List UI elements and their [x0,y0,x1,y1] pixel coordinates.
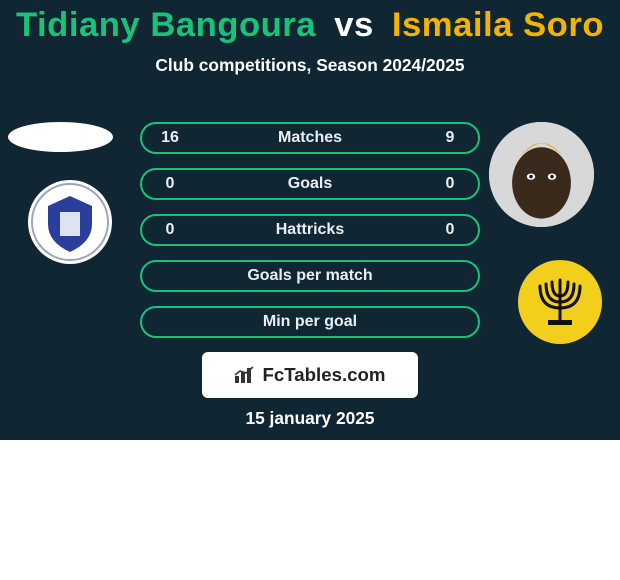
stat-left-value: 16 [156,129,184,147]
stat-left-value: 0 [156,221,184,239]
stat-row-matches: 16 Matches 9 [140,122,480,154]
stat-row-min-per-goal: Min per goal [140,306,480,338]
stat-label: Hattricks [276,221,344,239]
bar-chart-icon [234,366,256,384]
stat-right-value: 9 [436,129,464,147]
stat-label: Goals [288,175,332,193]
stat-left-value: 0 [156,175,184,193]
player-b-face-icon [489,122,594,227]
stat-label: Matches [278,129,342,147]
stat-right-value: 0 [436,221,464,239]
comparison-date: 15 january 2025 [0,408,620,429]
page-title: Tidiany Bangoura vs Ismaila Soro [0,0,620,45]
vs-separator: vs [334,6,374,44]
player-b-avatar [489,122,594,227]
branding-text: FcTables.com [262,364,385,386]
stat-row-goals: 0 Goals 0 [140,168,480,200]
menorah-icon [520,262,600,342]
player-b-club-badge [518,260,602,344]
shield-icon [30,182,110,262]
stat-right-value: 0 [436,175,464,193]
stat-row-goals-per-match: Goals per match [140,260,480,292]
player-a-club-badge [28,180,112,264]
player-a-avatar [8,122,113,152]
branding-badge: FcTables.com [202,352,418,398]
subtitle: Club competitions, Season 2024/2025 [0,55,620,76]
comparison-card: Tidiany Bangoura vs Ismaila Soro Club co… [0,0,620,440]
stat-row-hattricks: 0 Hattricks 0 [140,214,480,246]
stats-table: 16 Matches 9 0 Goals 0 0 Hattricks 0 Goa… [140,122,480,352]
stat-label: Min per goal [263,313,357,331]
stat-label: Goals per match [247,267,372,285]
player-b-name: Ismaila Soro [392,6,604,44]
player-a-name: Tidiany Bangoura [16,6,316,44]
